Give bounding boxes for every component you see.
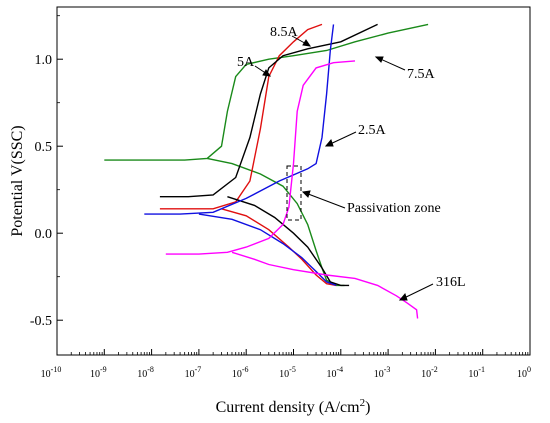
x-tick-label: 10-1 [468, 365, 485, 380]
y-axis-ticks: -0.5 0.0 0.5 1.0 [30, 15, 63, 329]
y-tick-label: 0.0 [35, 227, 53, 242]
label-8.5A: 8.5A [270, 25, 299, 40]
arrowhead-2.5A [324, 138, 334, 147]
series-2-5a-cathodic [198, 213, 337, 287]
x-axis-ticks: 10-10 10-9 10-8 10-7 10-6 10-5 10-4 10-3 10-2 10-… [41, 349, 531, 380]
y-tick-label: 0.5 [35, 140, 53, 155]
x-tick-label: 10-9 [90, 365, 107, 380]
series-316l-cathodic [231, 251, 419, 319]
arrowhead-5A [262, 69, 272, 77]
x-tick-label: 10-10 [41, 365, 62, 380]
series-316l-anodic [165, 60, 356, 255]
series-5a-anodic [104, 23, 429, 161]
label-7.5A: 7.5A [407, 67, 436, 82]
passivation-zone-box [286, 165, 302, 221]
x-tick-label: 10-5 [279, 365, 296, 380]
arrow-passivation [302, 191, 346, 209]
y-tick-label: -0.5 [30, 314, 52, 329]
annotation-arrows [254, 35, 434, 301]
x-axis-title-sup: 2 [360, 397, 366, 409]
arrowhead-8.5A [302, 39, 312, 47]
label-2.5A: 2.5A [358, 123, 387, 138]
x-tick-label: 10-4 [326, 365, 343, 380]
label-passivation-zone: Passivation zone [347, 201, 441, 216]
plot-frame [56, 6, 531, 356]
label-316L: 316L [436, 275, 466, 290]
x-tick-label: 10-7 [185, 365, 202, 380]
series-layer [104, 23, 429, 319]
arrowhead-passivation [301, 190, 311, 198]
y-axis-title: Potential V(SSC) [9, 125, 26, 236]
arrowhead-7.5A [374, 56, 384, 63]
series-7-5a-cathodic [227, 196, 350, 287]
x-tick-label: 10-2 [421, 365, 438, 380]
x-tick-label: 100 [517, 365, 531, 380]
x-tick-label: 10-3 [374, 365, 391, 380]
y-tick-label: 1.0 [35, 53, 53, 68]
series-8-5a-anodic [159, 23, 323, 210]
x-tick-label: 10-8 [137, 365, 154, 380]
label-5A: 5A [237, 55, 255, 70]
x-tick-label: 10-6 [232, 365, 249, 380]
arrowhead-316L [398, 292, 408, 301]
series-2-5a-anodic [144, 24, 335, 215]
x-axis-title: Current density (A/cm2) [216, 397, 371, 416]
series-7-5a-anodic [159, 23, 378, 198]
